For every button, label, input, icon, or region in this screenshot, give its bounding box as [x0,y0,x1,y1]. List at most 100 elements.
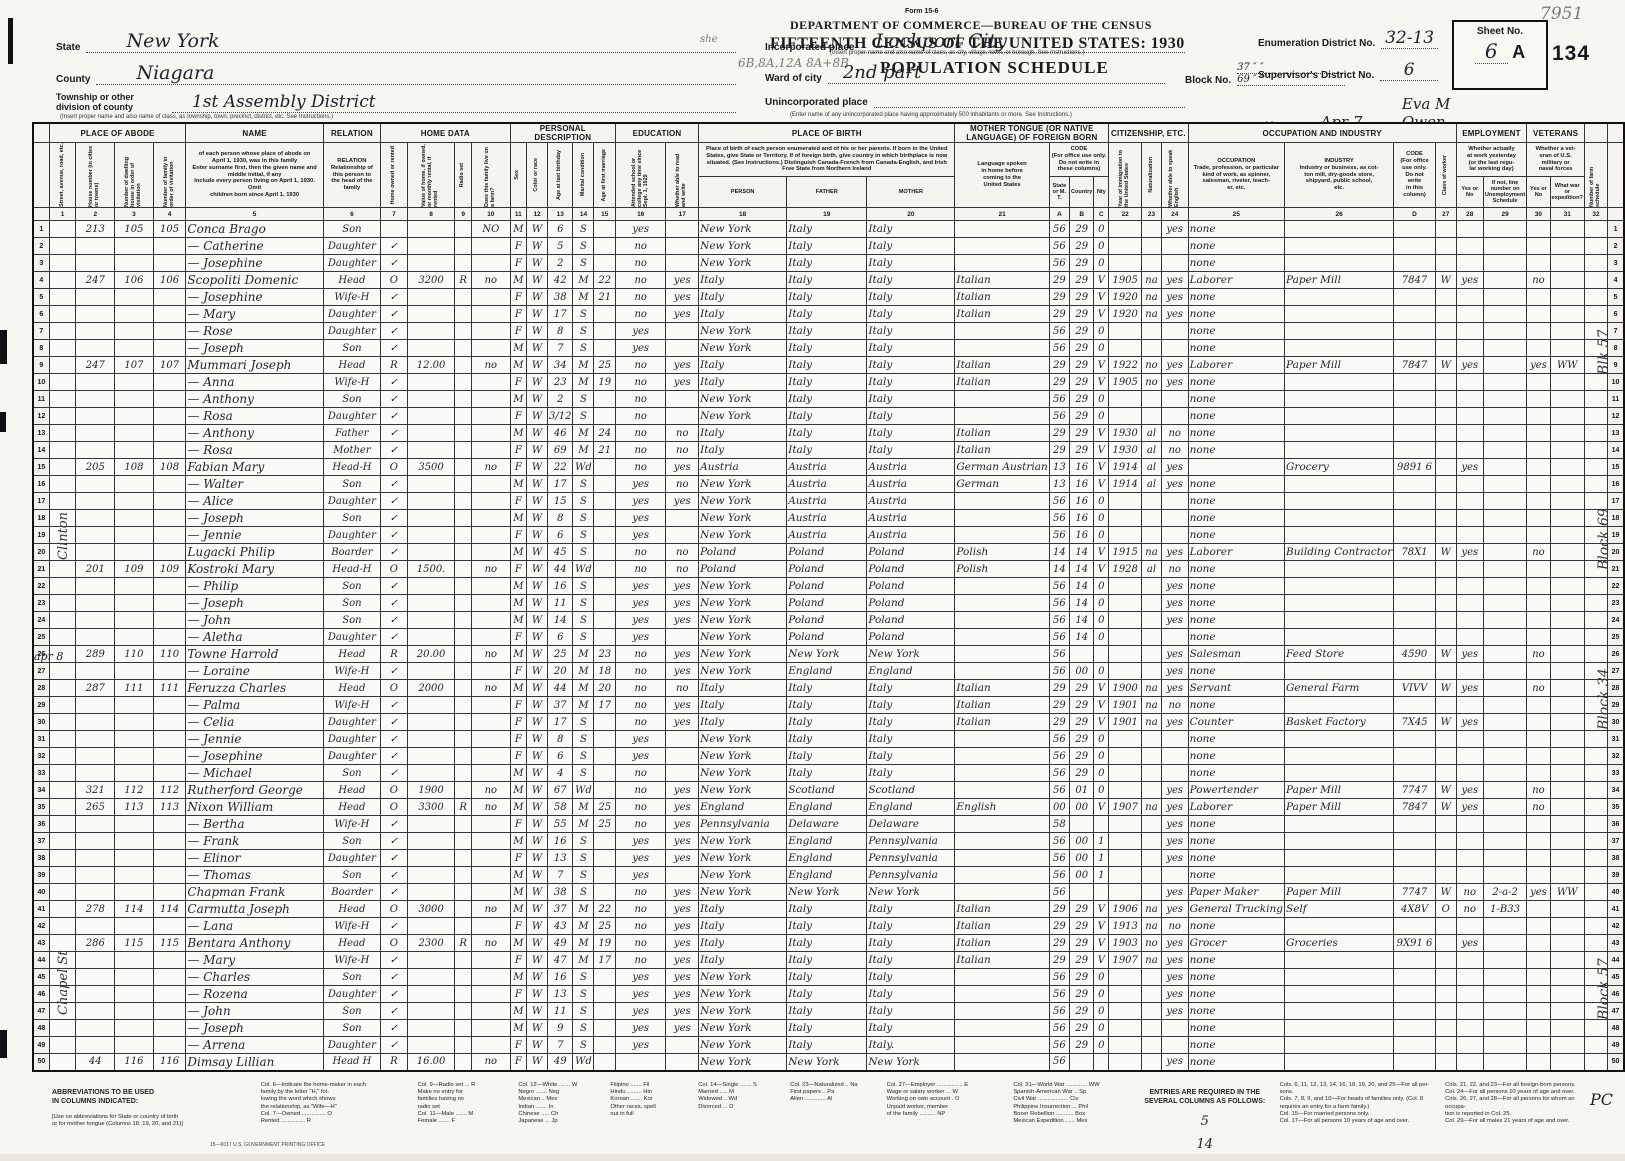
cell [1526,509,1551,527]
cell [1068,883,1095,901]
table-row: 21 201 109 109 Kostroki Mary Head-H O 1500. no F W… [32,560,1625,578]
cell [114,441,154,459]
cell: 113 [114,798,154,816]
cell-street [48,611,77,629]
cell [1526,934,1551,952]
column-header: Class of worker [1434,142,1457,208]
cell [1526,611,1551,629]
cell [406,764,456,782]
cell: none [1187,1036,1286,1054]
cell: 1905 [1108,271,1143,289]
cell: yes [1160,458,1189,476]
supervisor-district-value[interactable]: 6 [1380,60,1438,81]
cell: W [526,934,549,952]
cell [454,713,472,731]
unincorporated-place-value[interactable] [873,95,1185,108]
cell: yes [665,696,700,714]
line-number-left: 44 [32,951,50,969]
cell [665,339,700,357]
cell: yes [614,628,667,646]
cell: yes [1160,1053,1189,1071]
incorporated-place-note: (Insert proper name and also name of cla… [830,50,1085,56]
cell: Italy [866,985,956,1003]
cell: M [509,798,528,816]
block-number-value-1[interactable]: 37 ″ ″ [1237,62,1345,74]
cell [1526,305,1551,323]
cell [1549,458,1585,476]
cell: F [509,917,528,935]
cell [1284,866,1395,884]
sheet-number-value[interactable]: 6 [1474,39,1508,64]
county-value[interactable]: Niagara [96,62,736,85]
cell [471,594,511,612]
cell [593,390,616,408]
cell: W [1434,543,1457,561]
cell: Italy [866,254,956,272]
cell: Scotland [786,781,868,799]
cell [954,526,1050,544]
block-number-value-2[interactable]: 69 ″ ″ [1237,74,1345,86]
cell: Wd [572,560,595,578]
cell: W [526,356,549,374]
cell [1434,288,1457,306]
cell: yes [614,475,667,493]
cell [1482,594,1528,612]
cell: Italy [698,713,788,731]
cell [954,407,1050,425]
cell: 56 [1048,866,1070,884]
cell [1526,475,1551,493]
cell: 20.00 [406,645,456,663]
column-header: EMPLOYMENT [1455,122,1528,143]
cell [1482,390,1528,408]
cell: M [509,220,528,238]
entries-required: ENTRIES ARE REQUIRED IN THE SEVERAL COLU… [1140,1082,1270,1161]
cell [593,543,616,561]
cell [75,526,116,544]
cell: S [572,237,595,255]
cell: none [1187,288,1286,306]
cell [114,611,154,629]
cell: M [509,356,528,374]
footnote-col12b: Filipino ....... Fil Hindu ......... Hin… [610,1082,656,1117]
cell: 00 [1068,849,1095,867]
cell: 21 [593,441,616,459]
cell: Italian [954,356,1050,374]
cell-street [48,577,77,595]
cell: W [526,849,549,867]
incorporated-place-value[interactable]: Lockport City [860,30,1185,53]
cell: Italy [698,288,788,306]
enumeration-district-value[interactable]: 32-13 [1381,28,1438,49]
cell: V [1093,934,1110,952]
column-header [32,122,50,143]
line-number-right: 48 [1607,1019,1625,1037]
cell [471,1019,511,1037]
cell: yes [614,339,667,357]
cell: S [572,305,595,323]
township-value[interactable]: 1st Assembly District [172,92,736,113]
cell: yes [665,781,700,799]
ward-value[interactable]: 2nd part [827,62,1165,84]
cell: none [1187,407,1286,425]
cell: 5 [547,237,574,255]
column-header: VETERANS [1526,122,1585,143]
cell [152,441,187,459]
cell: 1-B33 [1482,900,1528,918]
column-header: Naturalization [1141,142,1162,208]
cell [75,322,116,340]
cell: 9X91 6 [1393,934,1436,952]
table-row: 13— Anthony Father ✓ M W 46 M 24 no no Italy Italy I… [32,424,1625,442]
cell: 8 [547,509,574,527]
cell: 29 [1068,730,1095,748]
cell: M [509,543,528,561]
abbrev-note: [Use no abbreviations for State or count… [52,1113,183,1128]
cell: New York [698,492,788,510]
cell: W [526,900,549,918]
cell: Poland [866,560,956,578]
cell: Son [322,390,382,408]
state-value[interactable]: New York [86,30,736,53]
cell: W [526,917,549,935]
cell [1434,237,1457,255]
cell [1482,696,1528,714]
cell [1455,849,1484,867]
